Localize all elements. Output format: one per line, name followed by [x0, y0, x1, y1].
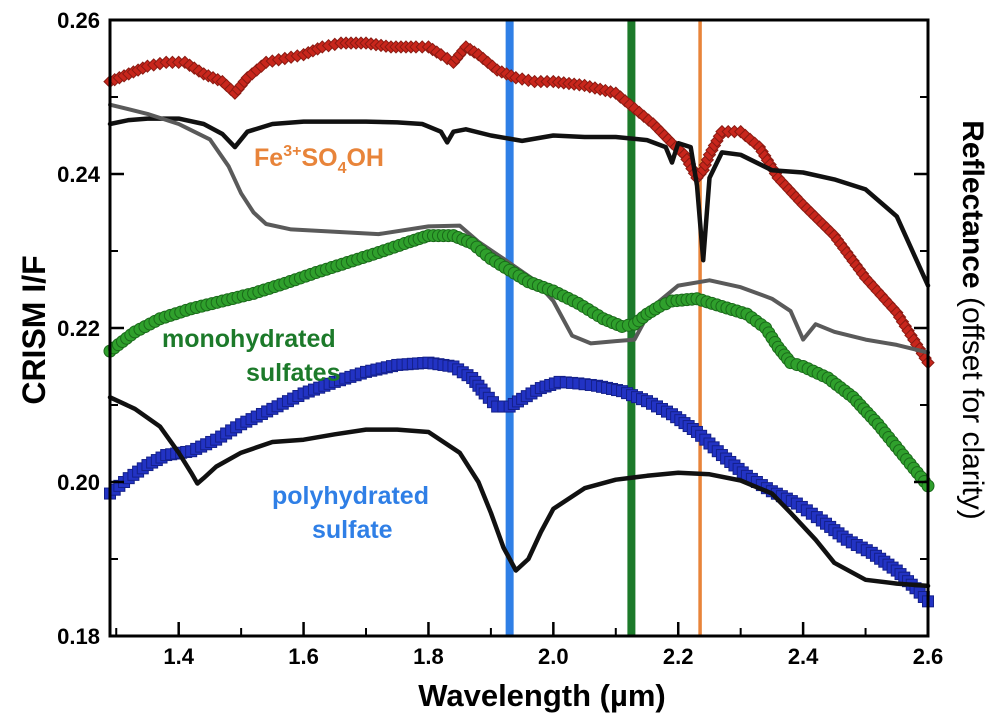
series-3: [108, 102, 930, 355]
y-axis-title-right: Reflectance (offset for clarity): [956, 120, 989, 520]
series-2: [107, 116, 931, 288]
annotation-monohydrated-line2: sulfates: [246, 359, 340, 387]
series-3-line: [108, 102, 930, 355]
y-tick-label: 0.20: [57, 470, 100, 495]
x-tick-label: 1.4: [163, 644, 194, 669]
series-6-line: [107, 395, 931, 589]
x-tick-label: 2.0: [538, 644, 569, 669]
y-axis-title-left: CRISM I/F: [16, 255, 52, 404]
y-tick-label: 0.26: [57, 8, 100, 33]
x-tick-label: 1.6: [288, 644, 319, 669]
series-1: [103, 36, 935, 370]
annotation-monohydrated-line1: monohydrated: [162, 325, 336, 353]
x-tick-label: 2.2: [663, 644, 694, 669]
annotation-polyhydrated-line1: polyhydrated: [272, 482, 429, 510]
x-tick-label: 2.6: [913, 644, 944, 669]
x-tick-label: 1.8: [413, 644, 444, 669]
reference-lines: [505, 20, 702, 636]
x-axis-title: Wavelength (µm): [418, 678, 666, 713]
x-tick-label: 2.4: [788, 644, 819, 669]
y-axis-title-right-bold: Reflectance: [956, 120, 989, 288]
y-tick-label: 0.18: [57, 624, 100, 649]
series-2-line: [107, 116, 931, 288]
tick-layer: 1.4 1.6 1.8 2.0 2.2 2.4 2.6 0.18 0.20 0.22 0.24 0.2…: [57, 8, 943, 669]
series-5: [104, 356, 934, 608]
annotation-fe-sulfate: Fe3+SO4OH: [254, 143, 384, 177]
y-tick-label: 0.24: [57, 162, 101, 187]
series-6: [107, 395, 931, 589]
series-layer: [103, 36, 935, 608]
y-axis-title-right-rest: (offset for clarity): [956, 289, 989, 520]
y-tick-label: 0.22: [57, 316, 100, 341]
series-4: [103, 229, 935, 493]
annotation-polyhydrated-line2: sulfate: [312, 516, 393, 544]
